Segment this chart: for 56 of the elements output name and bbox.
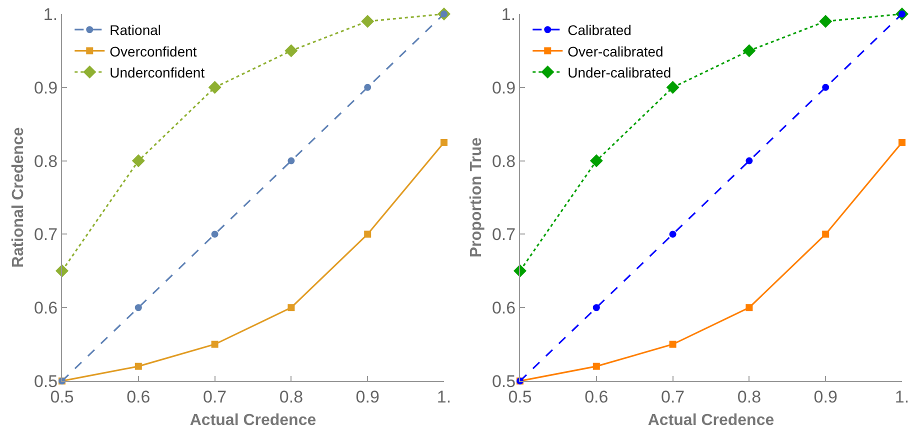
x-tick-label: 0.7 [660,387,685,406]
x-tick-label: 0.6 [126,387,150,406]
x-tick-label: 1. [436,387,452,406]
y-axis-title: Rational Credence [10,127,27,268]
point [592,362,600,370]
point [592,304,600,312]
point [134,304,142,312]
point [666,80,680,94]
point [898,138,906,146]
point [211,340,218,348]
y-tick-label: 0.9 [492,78,516,98]
point [211,230,218,238]
x-tick-label: 0.9 [356,387,380,406]
legend-label: Rational [110,22,162,38]
point [364,230,372,238]
point [440,138,448,146]
y-tick-label: 0.6 [34,298,58,318]
y-tick-label: 0.8 [492,152,516,171]
y-tick-label: 0.7 [492,225,516,244]
x-tick-label: 0.7 [202,387,227,406]
point [590,154,603,168]
x-tick-label: 0.9 [814,387,838,406]
point [669,230,676,238]
legend-label: Over-calibrated [568,43,664,60]
point [208,80,222,94]
y-tick-label: 0.9 [34,78,58,98]
x-tick-label: 0.8 [279,387,304,406]
point [288,304,295,312]
x-axis-title: Actual Credence [648,412,774,430]
point [822,84,830,91]
point [669,340,676,348]
point [288,157,295,164]
y-axis-title: Proportion True [468,137,485,258]
y-tick-label: 0.8 [34,152,58,171]
x-axis-title: Actual Credence [190,412,316,430]
legend-label: Overconfident [110,43,197,60]
point [746,304,753,312]
y-tick-label: 0.7 [34,225,58,244]
point [364,84,372,91]
y-tick-label: 0.6 [492,298,516,318]
x-tick-label: 0.6 [584,387,608,406]
point [284,44,298,58]
legend-label: Calibrated [568,22,632,38]
point [742,44,756,58]
y-tick-label: 1. [43,4,58,24]
point [819,14,832,28]
legend-label: Underconfident [110,64,205,80]
legend-label: Under-calibrated [568,64,672,80]
point [134,362,142,370]
y-tick-label: 1. [501,4,516,24]
point [361,14,374,28]
point [132,154,145,168]
x-tick-label: 0.8 [737,387,762,406]
point [746,157,753,164]
x-tick-label: 1. [894,387,910,406]
point [822,230,830,238]
